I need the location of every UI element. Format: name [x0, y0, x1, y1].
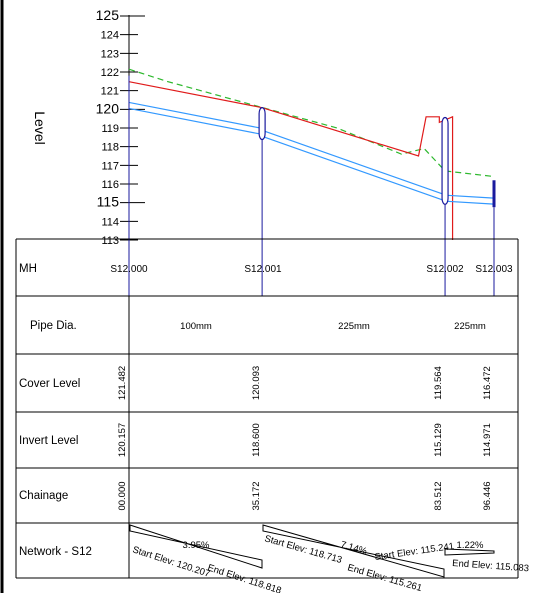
- y-tick-label: 115: [97, 194, 120, 210]
- chainage-value: 96.446: [482, 481, 493, 510]
- pipe-crown-line: [445, 194, 495, 199]
- row-label-pipe-dia: Pipe Dia.: [30, 320, 77, 332]
- invert-level-value: 114.971: [482, 423, 493, 457]
- y-axis-title: Level: [32, 111, 48, 144]
- network-pipe-glyph: [444, 548, 495, 556]
- pipe-dia-value: 100mm: [180, 321, 212, 332]
- row-label-mh: MH: [19, 263, 37, 275]
- invert-level-value: 118.600: [251, 423, 262, 457]
- network-slope: 3.95%: [183, 540, 210, 551]
- y-tick-label: 113: [101, 235, 119, 247]
- chainage-value: 00.000: [117, 481, 128, 510]
- mh-name: S12.002: [426, 264, 464, 275]
- cover-level-value: 116.472: [482, 366, 493, 400]
- row-label-chainage: Chainage: [19, 490, 68, 502]
- pipe-invert-line: [445, 200, 495, 205]
- y-tick-label: 119: [101, 123, 119, 135]
- row-label-network: Network - S12: [19, 546, 92, 558]
- y-tick-label: 125: [96, 7, 120, 23]
- pipe-dia-value: 225mm: [338, 321, 370, 332]
- pipe-crown-line: [261, 129, 446, 196]
- y-axis-ticks: 125 124 123 122 121 120 119 118 117 116 115 114 113: [96, 7, 145, 247]
- y-tick-label: 122: [101, 67, 119, 79]
- y-tick-label: 123: [101, 48, 119, 60]
- cover-level-line: [128, 81, 454, 240]
- y-tick-label: 121: [101, 86, 119, 98]
- pipe-dia-value: 225mm: [454, 321, 486, 332]
- mh-name: S12.000: [110, 264, 148, 275]
- cover-level-value: 121.482: [117, 366, 128, 400]
- pipe-crown-line: [128, 101, 263, 129]
- network-pipe-glyph: [262, 524, 445, 578]
- network-pipe-glyph: [129, 524, 263, 569]
- network-slope: 7.14%: [339, 539, 368, 557]
- row-label-cover-level: Cover Level: [19, 378, 80, 390]
- y-tick-label: 124: [101, 30, 119, 42]
- chainage-value: 83.512: [433, 481, 444, 510]
- network-start-elev: Start Elev: 118.713: [263, 533, 343, 566]
- invert-level-value: 115.129: [433, 423, 444, 457]
- y-tick-label: 120: [96, 100, 120, 116]
- invert-level-value: 120.157: [117, 423, 128, 457]
- mh-name: S12.003: [475, 264, 513, 275]
- chainage-value: 35.172: [251, 481, 262, 510]
- network-slope: 1.22%: [457, 540, 484, 551]
- y-tick-label: 117: [101, 160, 119, 172]
- y-tick-label: 114: [101, 216, 119, 228]
- manhole-chamber: [441, 116, 449, 205]
- mh-name: S12.001: [244, 264, 282, 275]
- cover-level-value: 120.093: [251, 366, 262, 400]
- manhole-chamber: [258, 106, 266, 141]
- profile-plot: [128, 68, 496, 296]
- y-tick-label: 116: [101, 179, 119, 191]
- y-tick-label: 118: [101, 142, 119, 154]
- manhole-chamber: [492, 180, 496, 208]
- data-table-grid: [15, 238, 519, 579]
- network-start-elev: Start Elev: 115.241: [374, 541, 455, 563]
- cover-level-value: 119.564: [433, 366, 444, 400]
- pipe-invert-line: [261, 135, 446, 202]
- network-end-elev: End Elev: 115.083: [452, 558, 530, 574]
- network-pipe-glyphs: [129, 524, 495, 578]
- pipe-invert-line: [128, 107, 263, 135]
- row-label-invert-level: Invert Level: [19, 435, 78, 447]
